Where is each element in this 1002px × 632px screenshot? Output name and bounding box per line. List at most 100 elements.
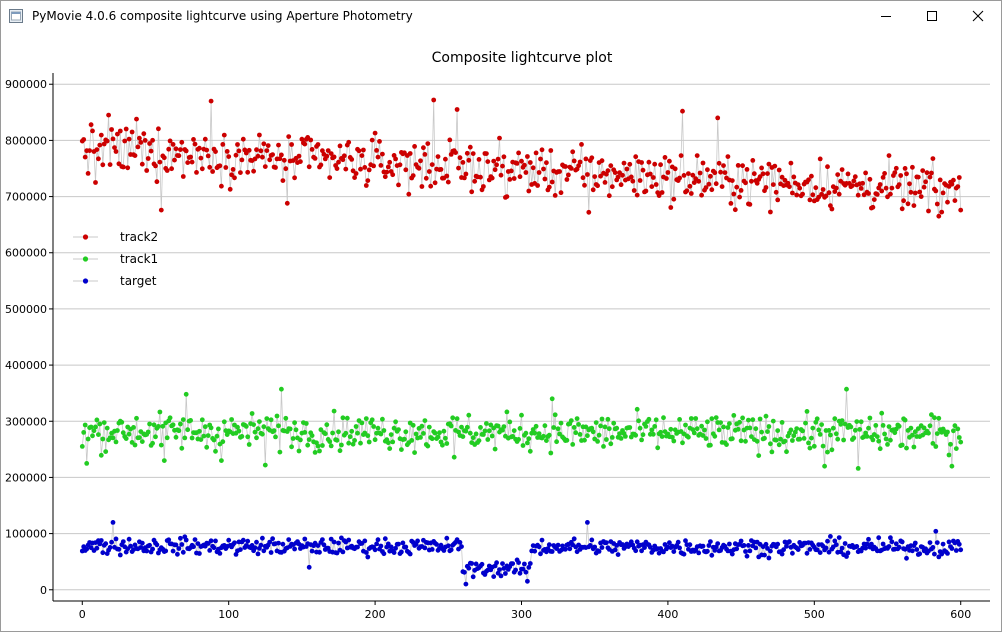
data-point-track2: [318, 162, 324, 168]
data-point-track1: [429, 436, 435, 442]
data-point-track2: [911, 203, 917, 209]
data-point-track2: [823, 193, 829, 199]
data-point-track2: [145, 156, 151, 161]
data-point-track2: [240, 136, 246, 142]
data-point-track2: [760, 171, 766, 177]
lightcurve-chart[interactable]: Composite lightcurve plot 0 100000 200000 3…: [1, 31, 1001, 631]
data-point-track1: [180, 417, 186, 422]
data-point-track1: [161, 458, 167, 463]
data-point-target: [589, 537, 595, 543]
data-point-target: [775, 541, 781, 547]
data-point-track1: [79, 444, 85, 449]
data-point-track1: [156, 424, 161, 429]
data-point-track2: [453, 150, 458, 155]
data-point-track2: [908, 189, 914, 195]
data-point-track2: [517, 174, 523, 180]
data-point-track2: [191, 137, 196, 142]
data-point-target: [864, 541, 870, 547]
data-point-track1: [492, 446, 498, 452]
data-point-track2: [255, 153, 261, 159]
data-point-target: [126, 536, 132, 542]
data-point-track1: [252, 429, 258, 435]
data-point-track1: [601, 444, 606, 449]
data-point-target: [180, 549, 186, 555]
data-point-target: [615, 552, 621, 557]
data-point-track1: [371, 424, 376, 429]
data-point-track2: [112, 145, 117, 150]
data-point-track2: [467, 144, 473, 150]
maximize-button[interactable]: [909, 1, 955, 31]
data-point-track1: [577, 432, 583, 437]
data-point-track2: [148, 148, 154, 154]
data-point-track1: [930, 441, 936, 446]
data-point-track2: [419, 184, 425, 189]
data-point-track1: [330, 430, 335, 436]
data-point-track1: [183, 391, 189, 397]
data-point-target: [144, 548, 150, 554]
data-point-track2: [883, 185, 889, 191]
data-point-track2: [918, 194, 924, 200]
data-point-target: [567, 546, 573, 552]
data-point-track1: [589, 425, 595, 431]
data-point-track2: [608, 163, 614, 169]
data-point-track1: [393, 419, 398, 425]
data-point-track1: [899, 442, 905, 448]
data-point-target: [854, 544, 860, 549]
data-point-track1: [908, 425, 914, 431]
data-point-track2: [223, 165, 229, 170]
data-point-target: [163, 548, 169, 554]
data-point-target: [197, 551, 202, 556]
data-point-track2: [867, 176, 873, 182]
data-point-target: [179, 542, 185, 547]
data-point-track2: [519, 158, 524, 164]
data-point-track1: [264, 416, 270, 421]
data-point-target: [832, 538, 838, 544]
plot-area[interactable]: Composite lightcurve plot 0 100000 200000 3…: [1, 31, 1001, 631]
data-point-track2: [315, 142, 321, 147]
data-point-track2: [664, 176, 669, 181]
data-point-track2: [535, 183, 540, 188]
data-point-track1: [482, 428, 488, 434]
x-tick-label: 400: [657, 608, 678, 621]
data-point-track1: [880, 423, 886, 428]
data-point-track2: [606, 193, 612, 199]
data-point-track2: [566, 172, 571, 178]
data-point-track1: [926, 430, 931, 436]
data-point-track2: [113, 149, 119, 154]
data-point-track2: [230, 167, 236, 172]
data-point-track2: [302, 141, 308, 147]
data-point-track2: [327, 175, 333, 181]
data-point-track1: [725, 425, 731, 430]
data-point-track1: [511, 428, 517, 433]
data-point-track2: [260, 154, 265, 160]
data-point-track2: [445, 179, 451, 185]
title-bar[interactable]: PyMovie 4.0.6 composite lightcurve using…: [1, 1, 1001, 31]
data-point-track1: [876, 438, 882, 444]
data-point-target: [738, 538, 744, 544]
data-point-target: [150, 546, 156, 552]
data-point-track2: [87, 148, 92, 153]
data-point-track1: [312, 450, 318, 455]
data-point-track1: [261, 424, 267, 430]
data-point-track2: [365, 178, 371, 184]
series-layer: [79, 97, 964, 587]
chart-title: Composite lightcurve plot: [432, 50, 613, 66]
data-point-track2: [763, 185, 769, 190]
minimize-button[interactable]: [863, 1, 909, 31]
data-point-track1: [216, 426, 221, 432]
data-point-track1: [366, 439, 372, 445]
data-point-track2: [416, 165, 422, 171]
data-point-track1: [555, 426, 561, 432]
data-point-target: [109, 539, 114, 545]
data-point-target: [934, 540, 940, 545]
data-point-track2: [718, 169, 723, 175]
data-point-target: [213, 538, 218, 544]
data-point-track1: [450, 415, 456, 421]
close-button[interactable]: [955, 1, 1001, 31]
data-point-target: [936, 554, 942, 560]
data-point-target: [513, 567, 518, 573]
data-point-target: [677, 545, 682, 551]
data-point-target: [268, 550, 274, 555]
data-point-target: [555, 542, 561, 548]
data-point-track1: [525, 440, 530, 446]
